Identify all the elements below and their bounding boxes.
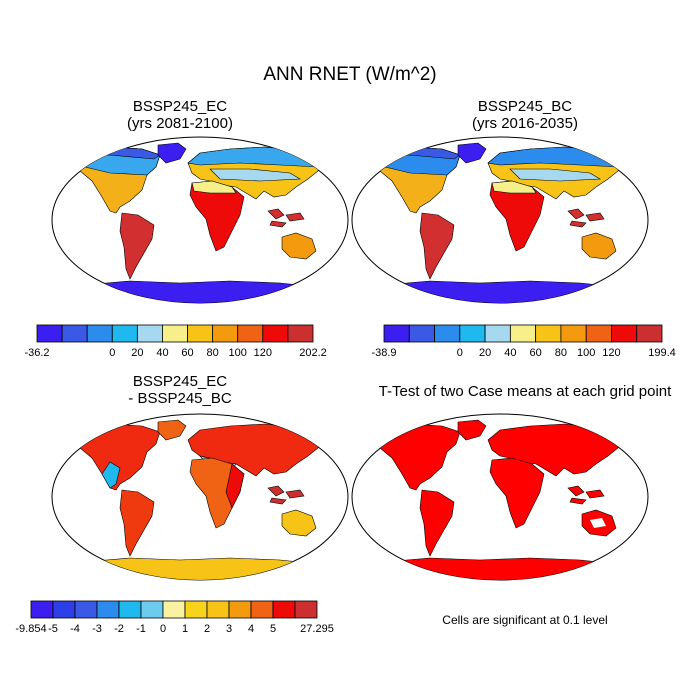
colorbar-tick-label: 20 xyxy=(131,347,143,359)
map-panel-bc xyxy=(351,136,649,304)
colorbar-tick-label: 3 xyxy=(226,623,232,635)
colorbar-swatch xyxy=(96,600,120,619)
figure-title: ANN RNET (W/m^2) xyxy=(263,64,437,85)
colorbar-tick-label: -2 xyxy=(114,623,124,635)
colorbar-swatch xyxy=(585,324,612,343)
colorbar-swatch xyxy=(484,324,511,343)
colorbar-tick-label: 100 xyxy=(577,347,595,359)
colorbar-tick-label: -1 xyxy=(136,623,146,635)
colorbar-swatch xyxy=(560,324,587,343)
colorbar-swatch xyxy=(237,324,264,343)
colorbar-swatch xyxy=(30,600,54,619)
colorbar-swatch xyxy=(162,324,188,343)
colorbar-swatch xyxy=(162,600,186,619)
panel-bc-title: BSSP245_BC xyxy=(477,98,573,115)
map-panel-ttest xyxy=(351,413,649,581)
colorbar-tick-label: 40 xyxy=(156,347,168,359)
significance-note: Cells are significant at 0.1 level xyxy=(442,613,608,627)
colorbar-tick-label: -36.2 xyxy=(24,347,49,359)
colorbar-tick-label: 80 xyxy=(207,347,219,359)
colorbar-tick-label: 120 xyxy=(602,347,620,359)
colorbar-swatch xyxy=(287,324,314,343)
colorbar-swatch xyxy=(212,324,239,343)
colorbar-swatch xyxy=(262,324,289,343)
colorbar-swatch xyxy=(228,600,252,619)
colorbar-swatch xyxy=(611,324,638,343)
colorbar-swatch xyxy=(86,324,113,343)
colorbar-tick-label: 0 xyxy=(109,347,115,359)
colorbar-swatch xyxy=(74,600,98,619)
colorbar-tick-label: -4 xyxy=(70,623,80,635)
panel-bc-subtitle: (yrs 2016-2035) xyxy=(472,115,578,132)
panel-diff-subtitle: - BSSP245_BC xyxy=(128,390,232,407)
colorbar-swatch xyxy=(250,600,274,619)
colorbar-tick-label: -5 xyxy=(48,623,58,635)
colorbar-tick-label: 100 xyxy=(229,347,247,359)
colorbar-swatch xyxy=(294,600,318,619)
map-panel-diff xyxy=(51,413,349,581)
colorbar-swatch xyxy=(187,324,214,343)
colorbar-tick-label: 80 xyxy=(555,347,567,359)
colorbar-tick-label: 27.295 xyxy=(300,623,334,635)
colorbar-swatch xyxy=(535,324,562,343)
colorbar-swatch xyxy=(206,600,230,619)
colorbar-tick-label: 0 xyxy=(160,623,166,635)
colorbar-tick-label: 120 xyxy=(254,347,272,359)
colorbar-diff: -9.854 -5 -4 -3 -2 -1 0 1 2 3 4 5 27.295 xyxy=(15,600,334,635)
panel-ec-subtitle: (yrs 2081-2100) xyxy=(127,115,233,132)
map-panel-ec xyxy=(51,136,349,304)
colorbar-swatch xyxy=(136,324,163,343)
colorbar-tick-label: 4 xyxy=(248,623,254,635)
colorbar-swatch xyxy=(52,600,76,619)
colorbar-swatch xyxy=(118,600,142,619)
colorbar-bc: -38.9 0 20 40 60 80 100 120 199.4 xyxy=(371,324,676,359)
colorbar-swatch xyxy=(111,324,138,343)
panel-diff-title: BSSP245_EC xyxy=(132,373,228,390)
colorbar-tick-label: 202.2 xyxy=(299,347,327,359)
panel-ttest-title: T-Test of two Case means at each grid po… xyxy=(378,383,672,400)
colorbar-tick-label: 20 xyxy=(479,347,491,359)
colorbar-tick-label: 0 xyxy=(457,347,463,359)
colorbar-swatch xyxy=(636,324,663,343)
colorbar-tick-label: -9.854 xyxy=(15,623,46,635)
colorbar-tick-label: 60 xyxy=(530,347,542,359)
colorbar-swatch xyxy=(383,324,410,343)
colorbar-tick-label: 5 xyxy=(270,623,276,635)
panel-ec-title: BSSP245_EC xyxy=(132,98,228,115)
colorbar-swatch xyxy=(140,600,164,619)
colorbar-swatch xyxy=(509,324,537,343)
colorbar-tick-label: 40 xyxy=(504,347,516,359)
colorbar-swatch xyxy=(459,324,486,343)
colorbar-tick-label: 199.4 xyxy=(648,347,676,359)
colorbar-swatch xyxy=(61,324,88,343)
colorbar-swatch xyxy=(434,324,461,343)
colorbar-swatch xyxy=(36,324,63,343)
colorbar-swatch xyxy=(272,600,296,619)
colorbar-tick-label: -3 xyxy=(92,623,102,635)
colorbar-tick-label: -38.9 xyxy=(371,347,396,359)
colorbar-ec: -36.2 0 20 40 60 80 100 120 202.2 xyxy=(24,324,327,359)
colorbar-swatch xyxy=(408,324,435,343)
colorbar-tick-label: 60 xyxy=(181,347,193,359)
colorbar-tick-label: 1 xyxy=(182,623,188,635)
colorbar-swatch xyxy=(184,600,208,619)
colorbar-tick-label: 2 xyxy=(204,623,210,635)
